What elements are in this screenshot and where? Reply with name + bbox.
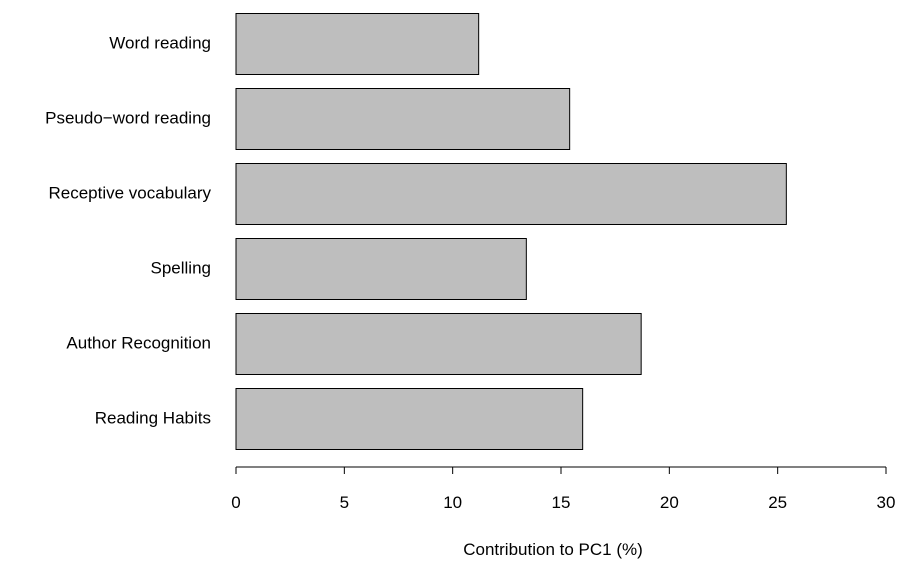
category-label-4: Author Recognition [66, 333, 211, 352]
x-tick-label-0: 0 [231, 493, 240, 512]
x-tick-label-6: 30 [877, 493, 896, 512]
bar-0 [235, 13, 480, 75]
category-label-1: Pseudo−word reading [45, 108, 211, 127]
x-axis-title: Contribution to PC1 (%) [463, 540, 643, 559]
bar-4 [235, 313, 642, 375]
bar-3 [235, 238, 527, 300]
bar-2 [235, 163, 787, 225]
category-label-5: Reading Habits [95, 408, 211, 427]
x-tick-label-1: 5 [340, 493, 349, 512]
x-tick-label-4: 20 [660, 493, 679, 512]
category-label-2: Receptive vocabulary [48, 183, 211, 202]
bar-1 [235, 88, 571, 150]
category-label-3: Spelling [151, 258, 212, 277]
bar-5 [235, 388, 584, 450]
category-labels: Word reading Pseudo−word reading Receptive… [45, 33, 211, 427]
x-tick-label-2: 10 [443, 493, 462, 512]
bars-group [235, 13, 787, 450]
x-tick-label-3: 15 [552, 493, 571, 512]
x-axis: 0 5 10 15 20 25 30 [231, 466, 895, 512]
x-axis-ticks: 0 5 10 15 20 25 30 [231, 467, 895, 512]
category-label-0: Word reading [109, 33, 211, 52]
x-tick-label-5: 25 [768, 493, 787, 512]
